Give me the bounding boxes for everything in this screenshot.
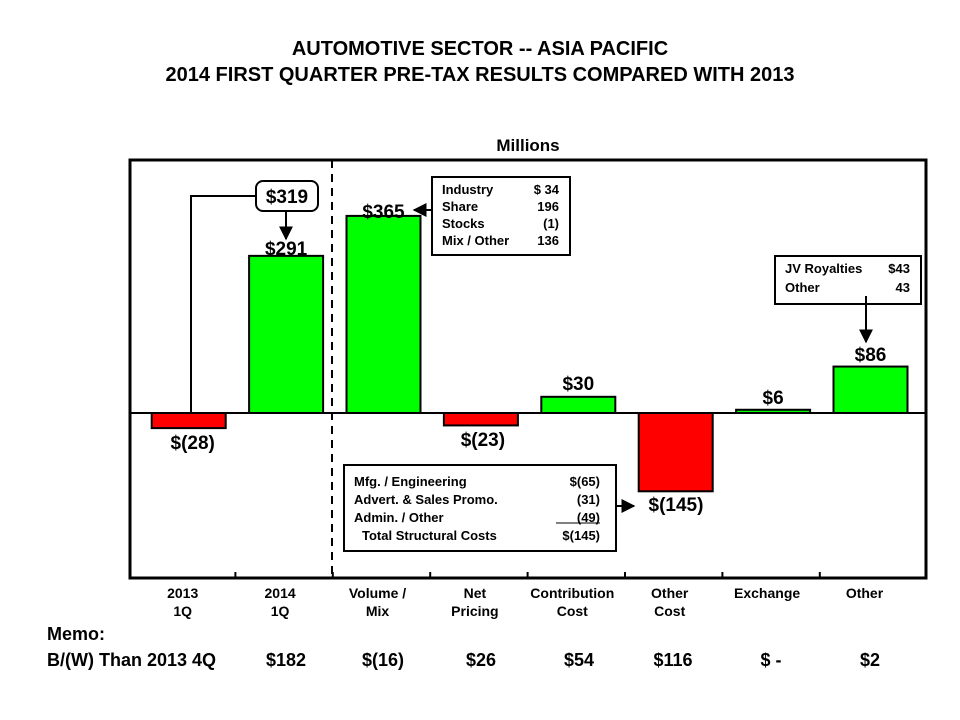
x-tick-label-4-1: Cost	[557, 603, 588, 619]
structural-costs-row-label-2: Admin. / Other	[354, 510, 444, 525]
value-label-3: $(23)	[461, 430, 505, 451]
bar-1	[248, 254, 325, 414]
other-callout-box	[774, 255, 922, 305]
chart-title-line2: 2014 FIRST QUARTER PRE-TAX RESULTS COMPA…	[165, 64, 795, 86]
connector-319-line	[190, 195, 258, 412]
volume-mix-callout-row-label-1: Share	[442, 199, 478, 214]
x-tick-label-5-1: Cost	[654, 603, 685, 619]
other-callout-row-value-1: 43	[896, 280, 910, 295]
other-callout-row-value-0: $43	[888, 261, 910, 276]
x-tick-label-2-0: Volume /	[349, 585, 406, 601]
volume-mix-callout-row-label-0: Industry	[442, 182, 494, 197]
value-label-5: $(145)	[649, 495, 704, 516]
value-label-2: $365	[362, 202, 405, 223]
structural-costs-row-value-3: $(145)	[562, 528, 600, 543]
chart-title-line1: AUTOMOTIVE SECTOR -- ASIA PACIFIC	[291, 38, 669, 60]
x-tick-label-6-0: Exchange	[734, 585, 800, 601]
other-callout-row-label-0: JV Royalties	[785, 261, 862, 276]
chart-subtitle: Millions	[496, 136, 559, 155]
bar-6	[735, 408, 812, 415]
x-tick-label-3-1: Pricing	[451, 603, 498, 619]
x-tick-label-2-1: Mix	[366, 603, 390, 619]
structural-costs-row-value-1: (31)	[577, 492, 600, 507]
bar-3	[442, 412, 519, 427]
memo-heading: Memo:	[47, 624, 105, 644]
memo-row-label: B/(W) Than 2013 4Q	[47, 650, 217, 670]
bar-5	[637, 412, 714, 493]
volume-mix-callout-row-label-3: Mix / Other	[442, 233, 509, 248]
memo-value-2: $26	[465, 650, 497, 670]
memo-value-3: $54	[563, 650, 595, 670]
memo-value-0: $182	[265, 650, 307, 670]
callout-319-label: $319	[266, 187, 308, 208]
value-label-6: $6	[763, 388, 784, 409]
structural-costs-box	[343, 464, 617, 552]
structural-costs-row-value-0: $(65)	[570, 474, 600, 489]
value-label-1: $291	[265, 239, 308, 260]
structural-costs-row-label-1: Advert. & Sales Promo.	[354, 492, 498, 507]
structural-costs-row-label-0: Mfg. / Engineering	[354, 474, 467, 489]
x-tick-label-3-0: Net	[464, 585, 487, 601]
memo-value-1: $(16)	[361, 650, 405, 670]
structural-costs-row-value-2: (49)	[577, 510, 600, 525]
volume-mix-callout-row-value-1: 196	[537, 199, 559, 214]
x-tick-label-1-0: 2014	[265, 585, 296, 601]
x-tick-label-1-1: 1Q	[271, 603, 290, 619]
bar-7	[832, 365, 909, 414]
memo-value-4: $116	[653, 650, 693, 670]
value-label-0: $(28)	[171, 433, 215, 454]
value-label-7: $86	[855, 345, 887, 366]
other-callout-row-label-1: Other	[785, 280, 820, 295]
structural-costs-row-label-3: Total Structural Costs	[362, 528, 497, 543]
x-tick-label-5-0: Other	[651, 585, 689, 601]
x-tick-label-0-0: 2013	[167, 585, 198, 601]
volume-mix-callout-box	[431, 176, 571, 256]
volume-mix-callout-row-value-0: $ 34	[534, 182, 560, 197]
x-tick-label-4-0: Contribution	[530, 585, 614, 601]
volume-mix-callout-row-value-2: (1)	[543, 216, 559, 231]
bar-0	[150, 412, 227, 430]
bar-4	[540, 395, 617, 414]
memo-value-5: $ -	[760, 650, 782, 670]
volume-mix-callout-row-label-2: Stocks	[442, 216, 485, 231]
value-label-4: $30	[562, 374, 594, 395]
volume-mix-callout-row-value-3: 136	[537, 233, 559, 248]
memo-value-6: $2	[859, 650, 881, 670]
x-tick-label-0-1: 1Q	[173, 603, 192, 619]
bar-2	[345, 214, 422, 414]
x-tick-label-7-0: Other	[846, 585, 884, 601]
